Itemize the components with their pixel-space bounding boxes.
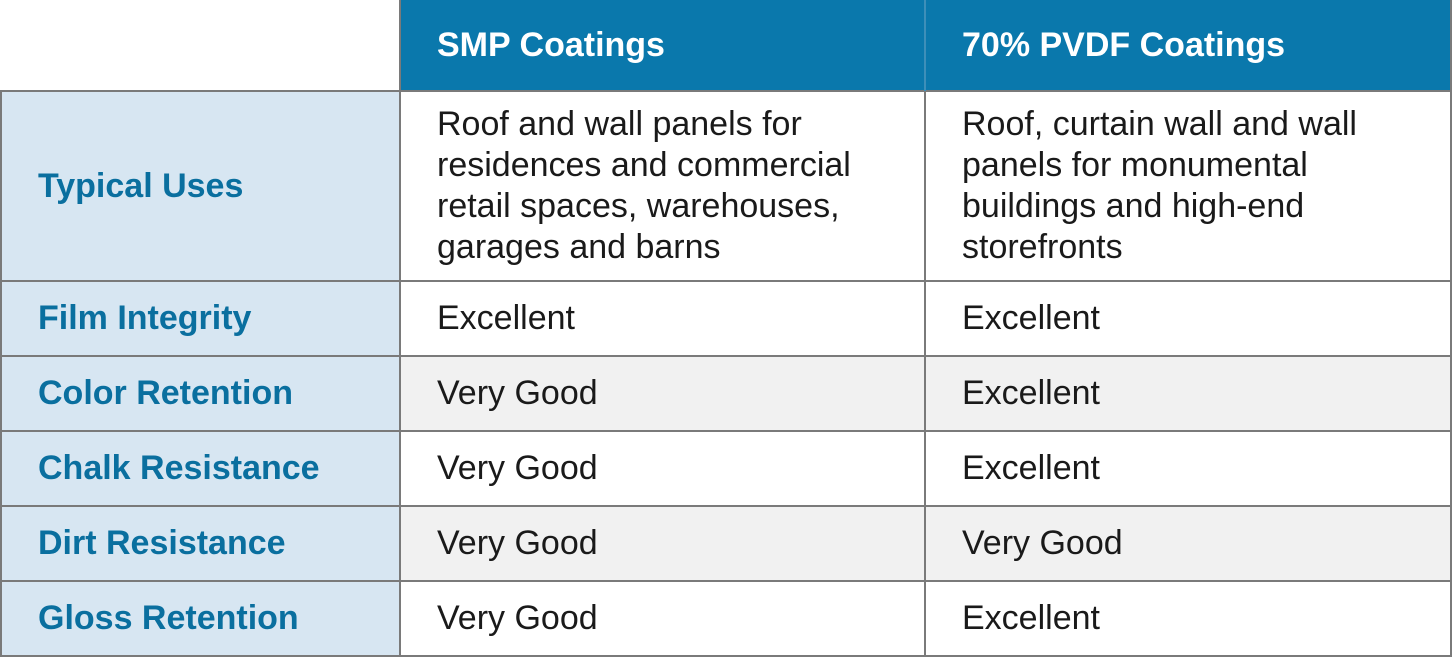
grid-line (0, 430, 1452, 432)
cell-smp-color-retention: Very Good (400, 356, 925, 431)
grid-line (0, 580, 1452, 582)
header-smp: SMP Coatings (400, 0, 925, 91)
grid-line (924, 91, 926, 657)
cell-pvdf-dirt-resistance: Very Good (925, 506, 1452, 581)
row-label-typical-uses: Typical Uses (0, 91, 400, 281)
row-label-dirt-resistance: Dirt Resistance (0, 506, 400, 581)
row-label-chalk-resistance: Chalk Resistance (0, 431, 400, 506)
cell-smp-film-integrity: Excellent (437, 299, 575, 337)
row-label-film-integrity: Film Integrity (0, 281, 400, 356)
grid-line (0, 505, 1452, 507)
row-label-color-retention: Color Retention (0, 356, 400, 431)
grid-line (0, 280, 1452, 282)
grid-line (0, 355, 1452, 357)
cell-smp-typical-uses: Roof and wall panels for residences and … (437, 105, 851, 266)
row-label-gloss-retention: Gloss Retention (0, 581, 400, 656)
cell-smp-chalk-resistance: Very Good (437, 449, 598, 487)
grid-line (0, 90, 2, 657)
cell-pvdf-chalk-resistance: Excellent (962, 449, 1100, 487)
grid-line (0, 90, 1452, 92)
grid-line (1450, 0, 1452, 657)
grid-line (399, 0, 401, 657)
cell-smp-gloss-retention: Very Good (437, 599, 598, 637)
grid-line (0, 655, 1452, 657)
cell-pvdf-film-integrity: Excellent (962, 299, 1100, 337)
cell-pvdf-typical-uses: Roof, curtain wall and wall panels for m… (962, 105, 1357, 266)
cell-pvdf-color-retention: Excellent (925, 356, 1452, 431)
cell-smp-dirt-resistance: Very Good (400, 506, 925, 581)
header-pvdf: 70% PVDF Coatings (925, 0, 1452, 91)
cell-pvdf-gloss-retention: Excellent (962, 599, 1100, 637)
